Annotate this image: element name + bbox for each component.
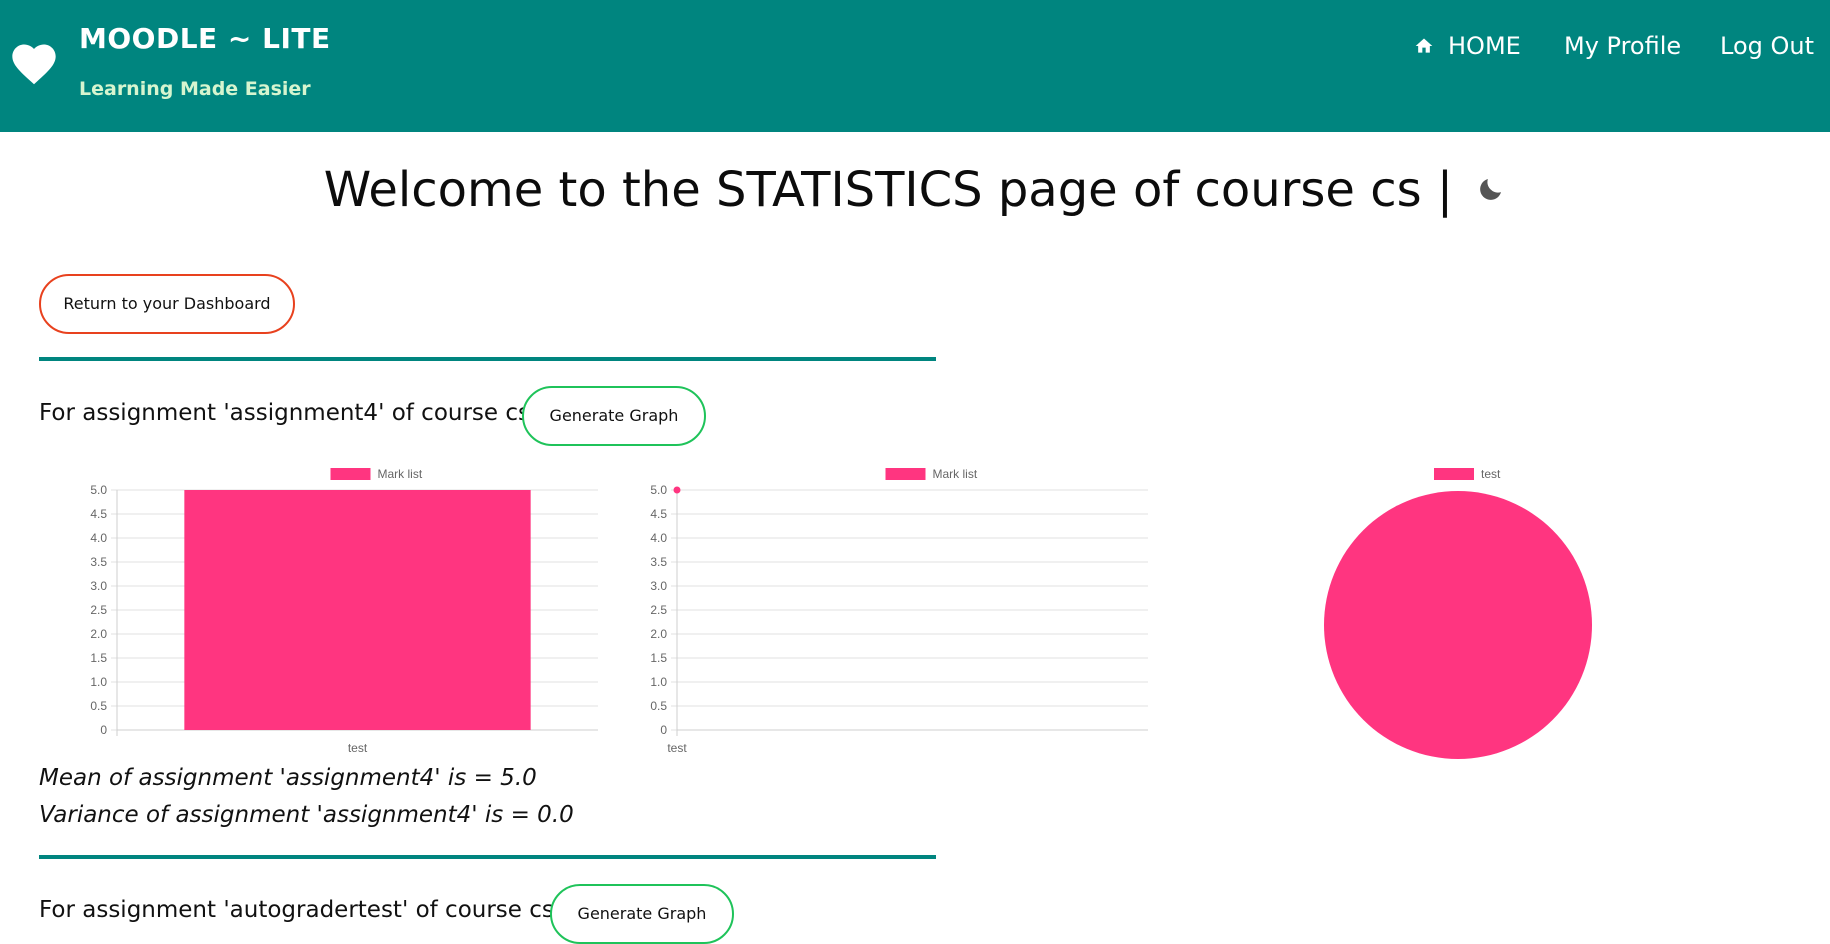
nav-home-label: HOME [1448,32,1521,60]
assignment-heading: For assignment 'assignment4' of course c… [39,400,531,426]
legend-swatch [330,468,371,480]
variance-text: Variance of assignment 'assignment4' is … [39,802,574,828]
home-icon [1415,38,1433,53]
y-tick-label: 1.0 [90,675,107,689]
y-tick-label: 1.0 [650,675,667,689]
mean-text: Mean of assignment 'assignment4' is = 5.… [39,765,537,791]
x-tick-label: test [667,741,687,755]
assignment-heading: For assignment 'autogradertest' of cours… [39,897,554,923]
page-title: Welcome to the STATISTICS page of course… [0,162,1830,218]
nav-logout-link[interactable]: Log Out [1720,32,1815,60]
line-chart: Mark list 0 0.5 1.0 1.5 2.0 2.5 3.0 3.5 4.0 4.5 5.0… [650,467,1148,755]
section-divider [39,855,936,859]
y-tick-label: 0.5 [650,699,667,713]
pie-chart: test [1324,467,1592,759]
y-tick-label: 3.5 [90,555,107,569]
y-tick-label: 2.0 [650,627,667,641]
y-tick-label: 5.0 [650,483,667,497]
bar-chart: Mark list 0 0.5 1.0 1.5 2.0 2.5 3.0 3.5 4.0 4.5 5.0… [90,467,598,755]
y-tick-label: 0 [100,723,107,737]
legend-label: Mark list [933,467,978,481]
legend-label: test [1481,467,1501,481]
y-tick-label: 1.5 [650,651,667,665]
data-point [673,486,681,494]
chart-legend: Mark list [885,467,978,481]
y-tick-label: 2.5 [90,603,107,617]
y-tick-label: 4.5 [90,507,107,521]
brand-subtitle: Learning Made Easier [79,78,311,100]
y-tick-label: 4.5 [650,507,667,521]
y-tick-label: 5.0 [90,483,107,497]
pie-slice [1324,491,1592,759]
y-tick-label: 3.5 [650,555,667,569]
legend-swatch [1434,468,1474,480]
legend-swatch [885,468,926,480]
chart-legend: test [1434,467,1501,481]
nav-home-link[interactable]: HOME [1414,32,1521,60]
y-tick-label: 4.0 [90,531,107,545]
generate-graph-button[interactable]: Generate Graph [550,884,734,944]
top-navbar: MOODLE ~ LITE Learning Made Easier HOME … [0,0,1830,132]
page-title-text: Welcome to the STATISTICS page of course… [323,162,1454,218]
y-tick-label: 1.5 [90,651,107,665]
moon-icon[interactable] [1476,174,1506,204]
y-tick-label: 2.5 [650,603,667,617]
chart-legend: Mark list [330,467,423,481]
return-dashboard-button[interactable]: Return to your Dashboard [39,274,295,334]
bar [184,490,531,730]
brand-title: MOODLE ~ LITE [79,22,331,55]
y-tick-label: 0 [660,723,667,737]
y-tick-label: 3.0 [90,579,107,593]
y-tick-label: 3.0 [650,579,667,593]
generate-graph-button[interactable]: Generate Graph [522,386,706,446]
legend-label: Mark list [378,467,423,481]
heart-icon [12,44,56,85]
y-tick-label: 4.0 [650,531,667,545]
y-tick-label: 2.0 [90,627,107,641]
nav-profile-link[interactable]: My Profile [1564,32,1682,60]
x-tick-label: test [348,741,368,755]
y-tick-label: 0.5 [90,699,107,713]
section-divider [39,357,936,361]
